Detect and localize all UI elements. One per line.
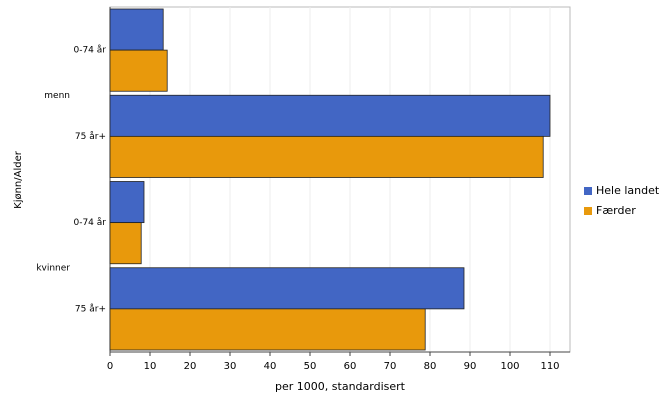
x-axis-title: per 1000, standardisert <box>275 380 406 393</box>
bar <box>109 222 142 265</box>
x-tick-label: 110 <box>540 361 559 372</box>
bar <box>109 308 426 351</box>
bar <box>109 49 168 92</box>
x-tick-label: 10 <box>144 361 157 372</box>
bar <box>109 181 145 224</box>
x-tick-label: 0 <box>107 361 113 372</box>
y-tick-label: 75 år+ <box>75 131 106 142</box>
x-tick-label: 30 <box>224 361 237 372</box>
y-tick-label: 0-74 år <box>73 45 106 56</box>
bar <box>109 267 465 310</box>
legend-label: Færder <box>596 204 636 217</box>
x-tick-label: 90 <box>464 361 477 372</box>
group-label: kvinner <box>36 263 70 273</box>
bar <box>109 94 551 137</box>
x-tick-label: 80 <box>424 361 437 372</box>
legend-swatch <box>584 187 592 195</box>
bar <box>109 135 544 178</box>
legend-swatch <box>584 207 592 215</box>
legend-label: Hele landet <box>596 184 660 197</box>
group-label: menn <box>44 91 70 101</box>
x-tick-label: 40 <box>264 361 277 372</box>
y-tick-label: 0-74 år <box>73 217 106 228</box>
x-tick-label: 60 <box>344 361 357 372</box>
y-axis-title: Kjønn/Alder <box>13 150 24 209</box>
x-tick-label: 50 <box>304 361 317 372</box>
x-tick-label: 70 <box>384 361 397 372</box>
x-tick-label: 20 <box>184 361 197 372</box>
x-tick-label: 100 <box>500 361 519 372</box>
bar <box>109 8 164 51</box>
y-tick-label: 75 år+ <box>75 303 106 314</box>
